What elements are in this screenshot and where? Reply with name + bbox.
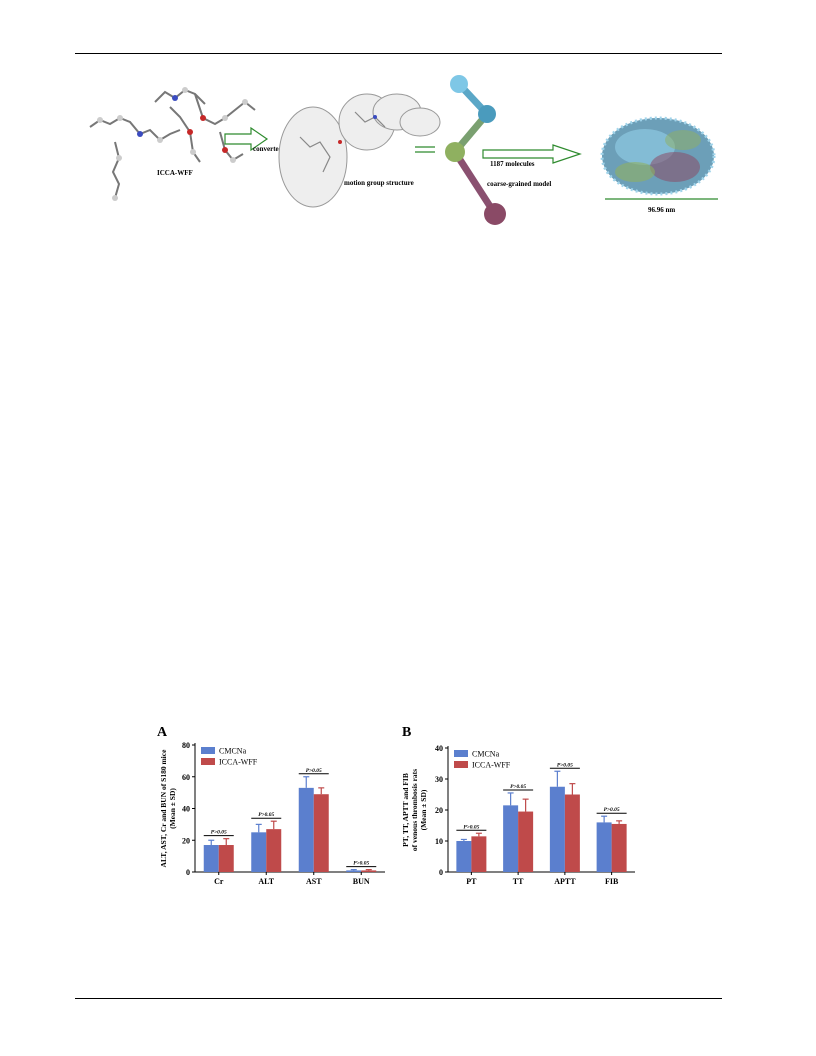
y-axis-label: of venous thrombosis rats [410,769,419,851]
bar-cmcna [251,832,267,872]
significance-label: P>0.05 [211,830,227,836]
y-tick-label: 20 [435,806,443,815]
y-tick-label: 0 [186,868,190,877]
footer-rule [75,998,722,999]
chart-b-svg: B 0 10 20 30 40 PT, TT, APTT and FIB of venous … [401,725,635,886]
y-tick-label: 60 [182,773,190,782]
chart-panel-b: B 0 10 20 30 40 PT, TT, APTT and FIB of venous … [400,724,645,894]
x-tick-label: BUN [353,877,370,886]
x-tick-label: Cr [214,877,224,886]
bar-cmcna [596,822,612,872]
bar-icca-wff [518,811,534,872]
bar-cmcna [203,845,219,872]
cg-label: coarse-grained model [487,180,551,188]
bar-icca-wff [361,870,377,872]
y-axis-label: PT, TT, APTT and FIB [401,773,410,847]
bar-icca-wff [218,845,234,872]
bar-cmcna [456,841,472,872]
aggregate-image [600,116,716,196]
x-tick-label: APTT [554,877,576,886]
legend-label: CMCNa [219,747,247,756]
bar-cmcna [298,787,314,872]
bar-icca-wff [471,836,487,872]
bar-cmcna [549,786,565,872]
motion-group-image [278,93,441,208]
equals-sign [415,146,435,153]
chart-a-svg: A 0 20 40 60 80 ALT, AST, Cr and BUN of S180 m… [157,725,385,886]
x-tick-label: PT [466,877,477,886]
bar-cmcna [503,805,519,872]
y-tick-label: 30 [435,775,443,784]
significance-label: P>0.05 [510,784,526,790]
size-label: 96.96 nm [648,206,675,214]
bar-icca-wff [313,794,329,872]
legend-swatch-icca-wff [201,758,215,765]
y-tick-label: 20 [182,836,190,845]
arrow-converted-label: converted to [253,145,291,153]
legend-swatch-icca-wff [454,761,468,768]
y-axis-label: ALT, AST, Cr and BUN of S180 mice [159,749,168,868]
motion-group-label: motion group structure [344,179,414,187]
molecule-atoms [97,87,248,201]
bar-icca-wff [266,829,282,872]
panel-letter: A [157,725,168,740]
coarse-grained-bead-model [445,75,506,225]
y-tick-label: 40 [435,744,443,753]
arrow-converted [224,126,269,152]
legend-label: ICCA-WFF [472,761,511,770]
panel-letter: B [402,725,411,740]
y-axis-label: (Mean ± SD) [168,788,177,829]
legend-label: ICCA-WFF [219,758,258,767]
legend-swatch-cmcna [454,750,468,757]
significance-label: P>0.05 [258,812,274,818]
header-rule [75,53,722,54]
arrow-to-aggregate [482,144,582,164]
x-tick-label: FIB [605,877,619,886]
significance-label: P>0.05 [306,768,322,774]
y-tick-label: 10 [435,837,443,846]
molecule-label: ICCA-WFF [157,169,193,177]
bar-icca-wff [611,823,627,872]
significance-label: P>0.05 [557,762,573,768]
y-axis-label: (Mean ± SD) [419,789,428,830]
significance-label: P>0.05 [604,807,620,813]
x-tick-label: AST [306,877,322,886]
significance-label: P>0.05 [463,824,479,830]
bar-icca-wff [564,794,580,872]
coarse-grained-scheme: ICCA-WFF converted to motion group struc… [89,75,718,225]
molecules-label: 1187 molecules [490,160,535,168]
y-tick-label: 40 [182,805,190,814]
bar-cmcna [346,870,362,872]
y-tick-label: 0 [439,868,443,877]
x-tick-label: ALT [258,877,274,886]
legend-label: CMCNa [472,750,500,759]
x-tick-label: TT [513,877,524,886]
y-tick-label: 80 [182,741,190,750]
legend-swatch-cmcna [201,747,215,754]
chart-panel-a: A 0 20 40 60 80 ALT, AST, Cr and BUN of S180 m… [155,724,395,894]
significance-label: P>0.05 [353,861,369,867]
